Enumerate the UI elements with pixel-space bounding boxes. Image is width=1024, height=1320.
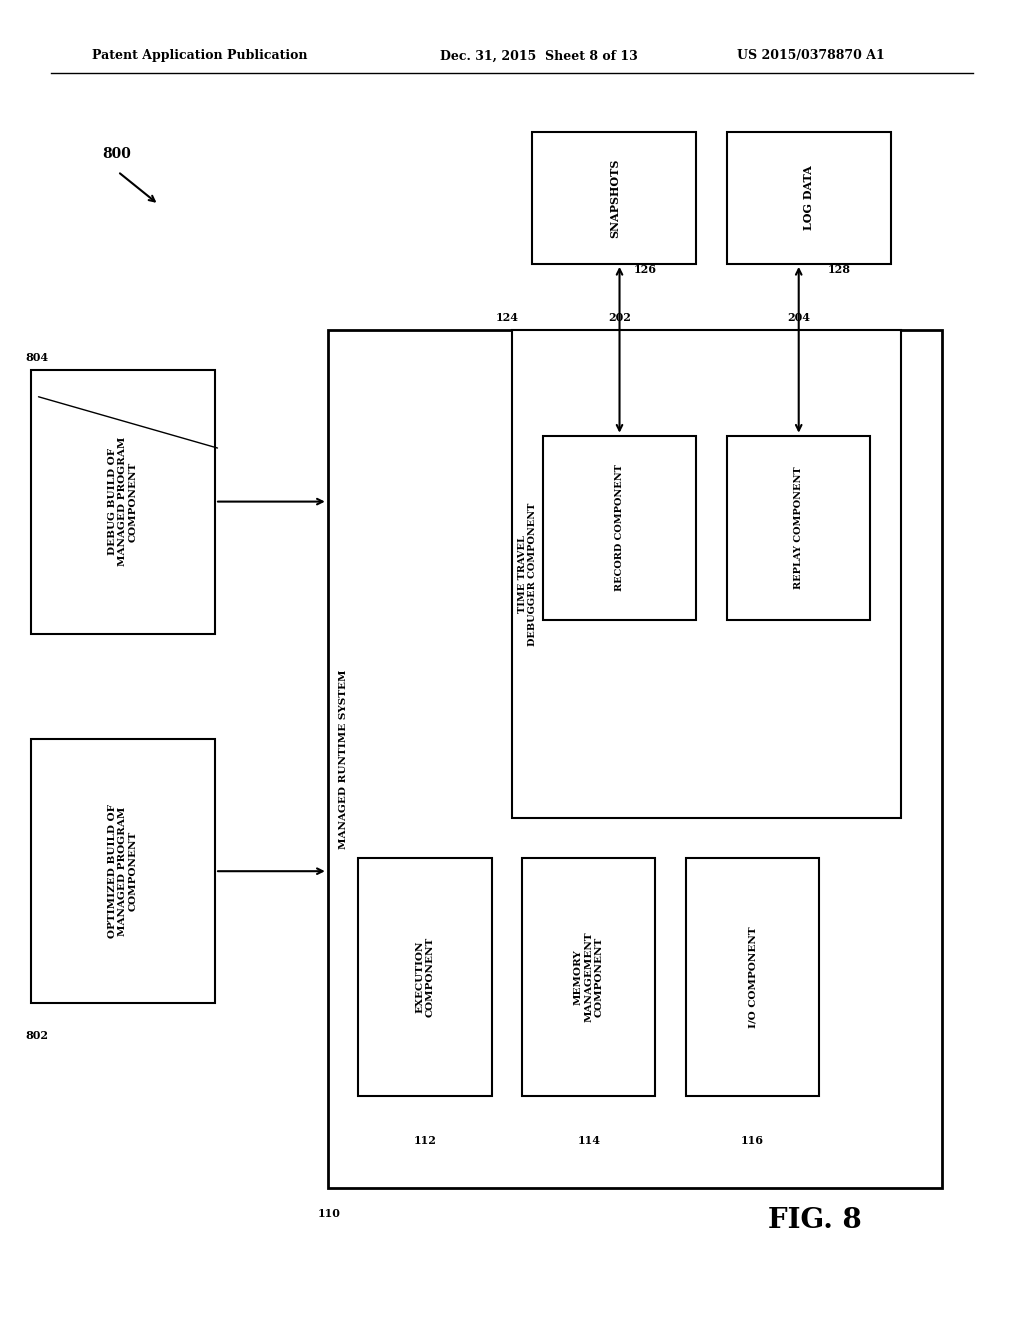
Text: RECORD COMPONENT: RECORD COMPONENT (615, 465, 624, 591)
Text: I/O COMPONENT: I/O COMPONENT (749, 927, 757, 1027)
Text: 128: 128 (828, 264, 851, 275)
Text: SNAPSHOTS: SNAPSHOTS (609, 158, 620, 238)
Text: 124: 124 (496, 313, 518, 323)
Text: 202: 202 (608, 313, 631, 323)
Text: 112: 112 (414, 1135, 436, 1146)
Text: 116: 116 (741, 1135, 764, 1146)
Text: LOG DATA: LOG DATA (804, 165, 814, 231)
FancyBboxPatch shape (543, 436, 696, 620)
Text: FIG. 8: FIG. 8 (768, 1206, 862, 1234)
Text: US 2015/0378870 A1: US 2015/0378870 A1 (737, 49, 885, 62)
FancyBboxPatch shape (727, 436, 870, 620)
FancyBboxPatch shape (31, 739, 215, 1003)
Text: 126: 126 (634, 264, 656, 275)
Text: 110: 110 (317, 1208, 340, 1218)
Text: 804: 804 (26, 352, 49, 363)
FancyBboxPatch shape (31, 370, 215, 634)
Text: EXECUTION
COMPONENT: EXECUTION COMPONENT (416, 937, 434, 1016)
FancyBboxPatch shape (532, 132, 696, 264)
Text: DEBUG BUILD OF
MANAGED PROGRAM
COMPONENT: DEBUG BUILD OF MANAGED PROGRAM COMPONENT (108, 437, 138, 566)
FancyBboxPatch shape (727, 132, 891, 264)
Text: TIME TRAVEL
DEBUGGER COMPONENT: TIME TRAVEL DEBUGGER COMPONENT (518, 503, 537, 645)
Text: 114: 114 (578, 1135, 600, 1146)
FancyBboxPatch shape (686, 858, 819, 1096)
FancyBboxPatch shape (328, 330, 942, 1188)
Text: OPTIMIZED BUILD OF
MANAGED PROGRAM
COMPONENT: OPTIMIZED BUILD OF MANAGED PROGRAM COMPO… (108, 804, 138, 939)
Text: REPLAY COMPONENT: REPLAY COMPONENT (795, 467, 803, 589)
FancyBboxPatch shape (358, 858, 492, 1096)
Text: MEMORY
MANAGEMENT
COMPONENT: MEMORY MANAGEMENT COMPONENT (573, 932, 604, 1022)
FancyBboxPatch shape (512, 330, 901, 818)
Text: 802: 802 (26, 1030, 48, 1040)
Text: Patent Application Publication: Patent Application Publication (92, 49, 307, 62)
Text: Dec. 31, 2015  Sheet 8 of 13: Dec. 31, 2015 Sheet 8 of 13 (440, 49, 638, 62)
Text: 800: 800 (102, 148, 131, 161)
FancyBboxPatch shape (522, 858, 655, 1096)
Text: MANAGED RUNTIME SYSTEM: MANAGED RUNTIME SYSTEM (339, 669, 347, 849)
Text: 204: 204 (787, 313, 810, 323)
